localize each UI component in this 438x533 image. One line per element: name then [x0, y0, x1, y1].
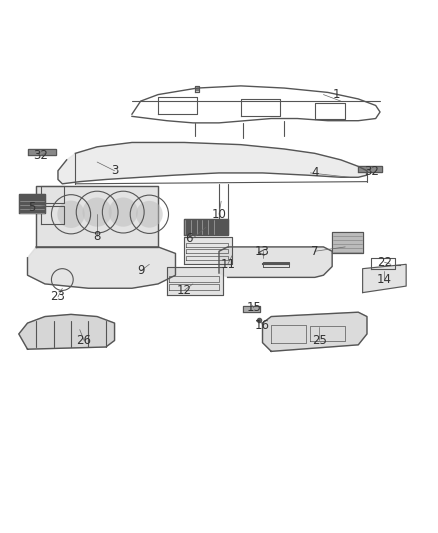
Polygon shape — [167, 266, 223, 295]
Text: 12: 12 — [177, 284, 192, 297]
Text: 7: 7 — [311, 245, 318, 258]
Polygon shape — [28, 149, 56, 155]
Polygon shape — [28, 247, 176, 288]
Polygon shape — [184, 220, 228, 235]
Circle shape — [82, 197, 112, 227]
Text: 32: 32 — [364, 165, 379, 178]
Polygon shape — [36, 186, 158, 247]
Polygon shape — [358, 166, 382, 172]
Polygon shape — [262, 312, 367, 351]
Text: 9: 9 — [137, 264, 145, 277]
Polygon shape — [243, 305, 260, 312]
Polygon shape — [19, 194, 45, 213]
Circle shape — [136, 201, 163, 228]
Polygon shape — [58, 142, 367, 184]
Text: 10: 10 — [212, 208, 226, 221]
Text: 1: 1 — [333, 88, 340, 101]
Text: 3: 3 — [111, 164, 118, 177]
Polygon shape — [19, 314, 115, 349]
Circle shape — [57, 200, 85, 228]
Polygon shape — [332, 232, 363, 254]
Polygon shape — [219, 247, 332, 277]
Circle shape — [109, 197, 138, 227]
Text: 8: 8 — [93, 230, 101, 243]
Text: 15: 15 — [247, 301, 261, 314]
Text: 5: 5 — [28, 201, 35, 214]
Text: 16: 16 — [255, 319, 270, 332]
Text: 25: 25 — [312, 334, 327, 347]
Polygon shape — [363, 264, 406, 293]
Text: 26: 26 — [77, 334, 92, 347]
Text: 32: 32 — [33, 149, 48, 162]
Text: 14: 14 — [377, 273, 392, 286]
Text: 11: 11 — [220, 258, 235, 271]
Polygon shape — [184, 237, 232, 264]
Text: 13: 13 — [255, 245, 270, 258]
Text: 22: 22 — [377, 256, 392, 269]
Text: 6: 6 — [185, 232, 192, 245]
Text: 23: 23 — [50, 290, 65, 303]
Polygon shape — [195, 86, 199, 92]
Text: 4: 4 — [311, 166, 318, 180]
